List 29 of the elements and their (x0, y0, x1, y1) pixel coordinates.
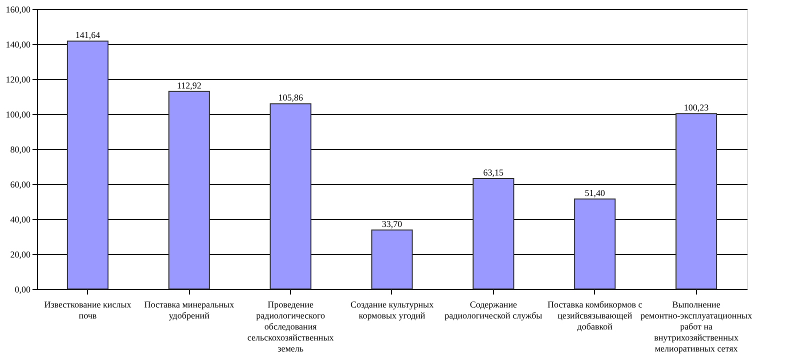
bar (574, 198, 616, 290)
bar (66, 40, 108, 290)
y-tick-label: 60,00 (10, 180, 31, 190)
data-label: 63,15 (483, 167, 504, 178)
data-label: 33,70 (382, 219, 403, 230)
data-label: 100,23 (684, 102, 710, 113)
x-tick-label: Содержание радиологической службы (444, 300, 542, 320)
x-tick-label: Поставка минеральных удобрений (144, 300, 235, 320)
x-tick-label: Создание культурных кормовых угодий (350, 300, 434, 320)
y-tick-label: 120,00 (6, 74, 31, 84)
bar (472, 178, 514, 290)
y-tick-label: 0,00 (14, 284, 31, 294)
x-tick-label: Известкование кислых почв (44, 300, 132, 320)
y-tick-label: 100,00 (6, 110, 31, 120)
y-tick-label: 40,00 (10, 214, 31, 224)
y-tick-label: 20,00 (10, 250, 31, 260)
x-tick-label: Выполнение ремонтно-эксплуатационных работ на внутрихозяйственных мелиоративных сетях (640, 300, 753, 354)
bar (270, 103, 312, 290)
bar (371, 230, 413, 290)
y-tick-label: 80,00 (10, 144, 31, 154)
data-label: 105,86 (278, 92, 304, 103)
x-tick-label: Проведение радиологического обследования сельскохозяйственных земель (247, 300, 334, 354)
bar (168, 90, 210, 290)
data-label: 112,92 (176, 80, 202, 90)
data-label: 51,40 (584, 188, 606, 198)
y-tick-label: 140,00 (6, 40, 31, 50)
y-tick-label: 160,00 (6, 4, 31, 14)
bar (676, 113, 718, 290)
data-label: 141,64 (75, 30, 101, 40)
